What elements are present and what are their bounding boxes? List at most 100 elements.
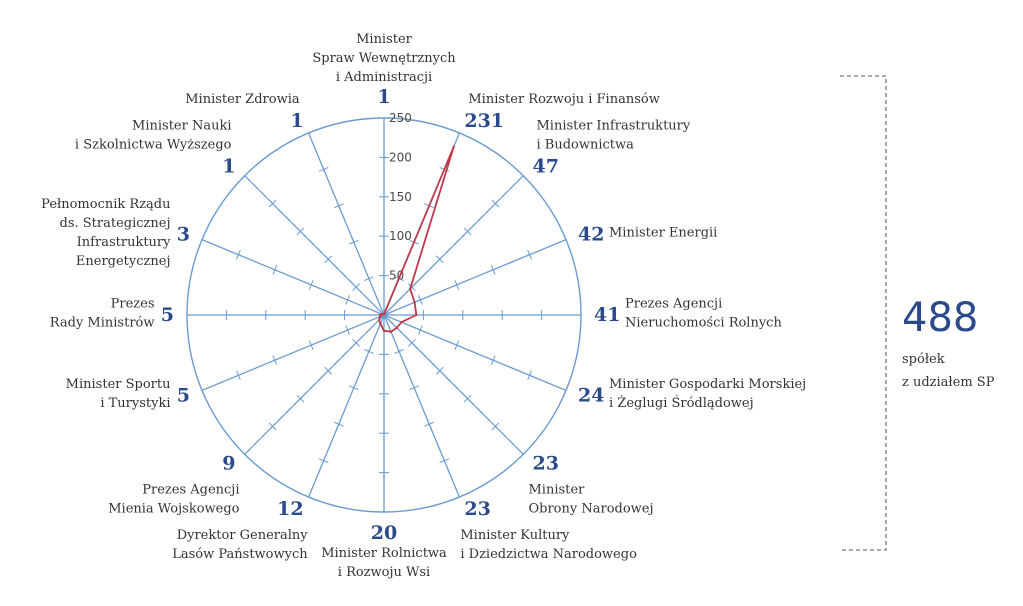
radar-tick-mark: [407, 338, 416, 347]
radar-tick-mark: [236, 249, 241, 260]
radar-category-label-line: i Rozwoju Wsi: [338, 565, 430, 580]
radar-tick-mark: [454, 280, 460, 290]
radar-tick-mark: [463, 394, 472, 403]
radar-tick-mark: [268, 199, 277, 208]
radar-spoke: [308, 314, 385, 498]
radar-tick-mark: [318, 167, 329, 172]
radar-category-label-line: Spraw Wewnętrznych: [312, 51, 456, 66]
radar-category-label-line: ds. Strategicznej: [60, 216, 171, 231]
radar-value-label: 9: [222, 452, 235, 474]
radar-tick-mark: [303, 494, 314, 500]
radar-value-label: 1: [290, 110, 303, 132]
radar-category-label-line: i Turystyki: [100, 396, 170, 411]
radar-tick-mark: [527, 249, 532, 260]
radar-category-label-line: i Administracji: [336, 70, 432, 85]
radar-value-label: 47: [532, 156, 558, 178]
radar-category-label-line: Prezes: [111, 297, 155, 312]
radar-category-label-line: Pełnomocnik Rządu: [41, 197, 170, 212]
radar-tick-mark: [324, 255, 333, 264]
radar-tick-mark: [463, 227, 472, 236]
radar-spoke: [201, 239, 385, 316]
radar-category-label-line: Minister Rozwoju i Finansów: [468, 92, 659, 107]
radar-value-label: 3: [177, 224, 190, 246]
radar-point: [377, 318, 381, 322]
radar-tick-mark: [272, 264, 278, 275]
radar-category-label-line: Obrony Narodowej: [528, 501, 653, 516]
radar-tick-mark: [527, 370, 532, 381]
radar-tick-mark: [199, 234, 205, 245]
radar-category-label: Minister Sportu i Turystyki: [66, 377, 171, 411]
radar-category-label: Prezes Agencji Nieruchomości Rolnych: [625, 297, 782, 331]
radar-category-label-line: Minister Zdrowia: [185, 92, 300, 107]
radar-tick-mark: [409, 385, 419, 391]
radar-category-label-line: i Żeglugi Śródlądowej: [609, 394, 754, 411]
radar-tick-mark: [268, 422, 277, 431]
radar-category-label: Minister Rolnictwa i Rozwoju Wsi: [321, 546, 447, 580]
radar-value-label: 24: [578, 384, 604, 406]
radar-tick-mark: [296, 394, 305, 403]
radar-category-label: Minister Zdrowia: [185, 92, 300, 107]
radar-point: [389, 330, 393, 333]
radar-spoke: [308, 132, 385, 316]
radar-tick-mark: [296, 227, 305, 236]
radar-point: [400, 321, 403, 324]
radar-category-label: Pełnomocnik Rządu ds. Strategicznej Infras…: [41, 197, 171, 269]
radar-tick-mark: [490, 264, 496, 275]
radar-tick-mark: [308, 340, 314, 350]
radar-point: [379, 322, 382, 325]
radar-tick-mark: [454, 494, 465, 500]
radar-category-label: Dyrektor Generalny Lasów Państwowych: [172, 528, 308, 562]
radar-category-label: Minister Kultury i Dziedzictwa Narodowego: [460, 528, 637, 562]
radar-category-label-line: Minister Gospodarki Morskiej: [609, 377, 806, 392]
radar-tick-mark: [364, 276, 374, 281]
radar-category-label: Minister Gospodarki Morskiej i Żeglugi Śr…: [609, 377, 806, 411]
radar-tick-label: 150: [389, 190, 412, 204]
radar-category-label-line: Minister Kultury: [460, 528, 570, 543]
radar-tick-mark: [324, 366, 333, 375]
radar-category-label-line: i Budownictwa: [536, 138, 634, 153]
radar-tick-mark: [199, 385, 205, 396]
radar-point: [382, 329, 386, 332]
radar-tick-label: 50: [389, 269, 404, 283]
radar-category-label: Minister Rozwoju i Finansów: [468, 92, 659, 107]
radar-tick-mark: [424, 421, 435, 427]
radar-category-label-line: Rady Ministrów: [50, 316, 155, 331]
radar-category-label-line: Prezes Agencji: [142, 482, 239, 497]
radar-spoke: [383, 314, 460, 498]
radar-tick-mark: [418, 325, 423, 335]
radar-tick-mark: [439, 458, 450, 463]
radar-tick-mark: [394, 349, 404, 354]
radar-category-label: Minister Energii: [609, 226, 717, 241]
radar-value-label: 5: [161, 304, 174, 326]
radar-category-label-line: Minister: [356, 32, 413, 47]
radar-category-label-line: i Dziedzictwa Narodowego: [460, 547, 637, 562]
radar-value-label: 12: [277, 498, 303, 520]
radar-point: [452, 145, 455, 149]
radar-tick-mark: [272, 355, 278, 366]
radar-value-label: 23: [532, 452, 558, 474]
radar-category-label-line: Prezes Agencji: [625, 297, 722, 312]
radar-spoke: [383, 314, 524, 455]
radar-tick-mark: [435, 366, 444, 375]
radar-category-label-line: Infrastruktury: [77, 235, 171, 250]
radar-value-label: 1: [222, 156, 235, 178]
radar-tick-mark: [240, 450, 249, 459]
radar-tick-mark: [519, 450, 528, 459]
radar-tick-mark: [236, 370, 241, 381]
radar-tick-label: 250: [389, 111, 412, 125]
total-caption-line2: z udziałem SP: [902, 375, 995, 390]
radar-category-label-line: Nieruchomości Rolnych: [625, 316, 782, 331]
radar-tick-mark: [333, 421, 344, 427]
radar-category-label-line: Mienia Wojskowego: [108, 501, 239, 516]
radar-tick-mark: [318, 458, 329, 463]
radar-category-label: Prezes Agencji Mienia Wojskowego: [108, 482, 239, 516]
radar-category-label-line: Minister Energii: [609, 226, 717, 241]
radar-category-label: Minister Obrony Narodowej: [528, 482, 653, 516]
radar-category-label: Minister Spraw Wewnętrznych i Administracj…: [312, 32, 456, 85]
radar-tick-mark: [454, 340, 460, 350]
total-caption: spółek z udziałem SP: [902, 348, 1020, 394]
radar-category-label: Minister Nauki i Szkolnictwa Wyższego: [75, 119, 232, 153]
radar-point: [415, 313, 418, 317]
